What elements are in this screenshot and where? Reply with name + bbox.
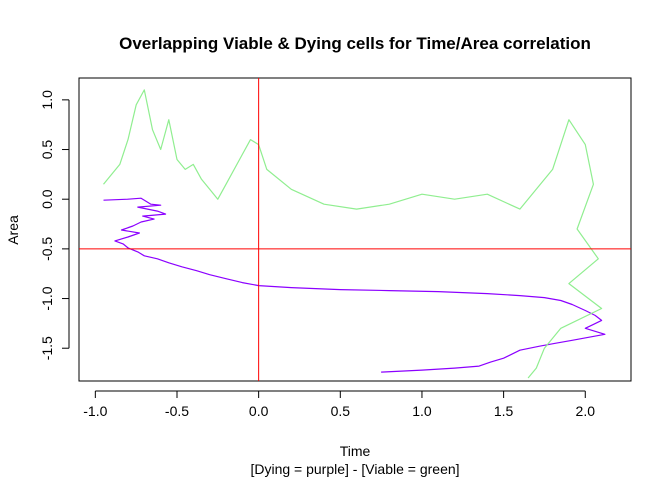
axes: -1.0 -0.5 0.0 0.5 1.0 1.5 2.0 -1.5 -1.0 -0.5 0.0 0.… <box>39 90 595 419</box>
x-tick-label: -1.0 <box>83 403 107 419</box>
y-tick-label: 0.0 <box>39 189 55 209</box>
x-axis-subtitle: [Dying = purple] - [Viable = green] <box>250 461 459 477</box>
y-tick-label: -0.5 <box>39 237 55 261</box>
series-line-viable <box>103 89 603 379</box>
x-tick-label: 1.0 <box>412 403 432 419</box>
y-axis-label: Area <box>5 215 21 245</box>
x-tick-label: -0.5 <box>165 403 189 419</box>
y-tick-label: -1.0 <box>39 286 55 310</box>
x-tick-label: 2.0 <box>576 403 596 419</box>
y-tick-label: 1.0 <box>39 90 55 110</box>
y-tick-label: -1.5 <box>39 336 55 360</box>
reference-lines <box>79 78 631 381</box>
series-line-dying <box>103 197 606 373</box>
plot-frame <box>78 77 632 382</box>
x-tick-label: 1.5 <box>494 403 514 419</box>
series-layer <box>103 89 606 379</box>
y-tick-label: 0.5 <box>39 140 55 160</box>
chart-title: Overlapping Viable & Dying cells for Tim… <box>119 34 591 53</box>
x-tick-label: 0.0 <box>249 403 269 419</box>
x-axis-label: Time <box>340 443 371 459</box>
x-tick-label: 0.5 <box>331 403 351 419</box>
